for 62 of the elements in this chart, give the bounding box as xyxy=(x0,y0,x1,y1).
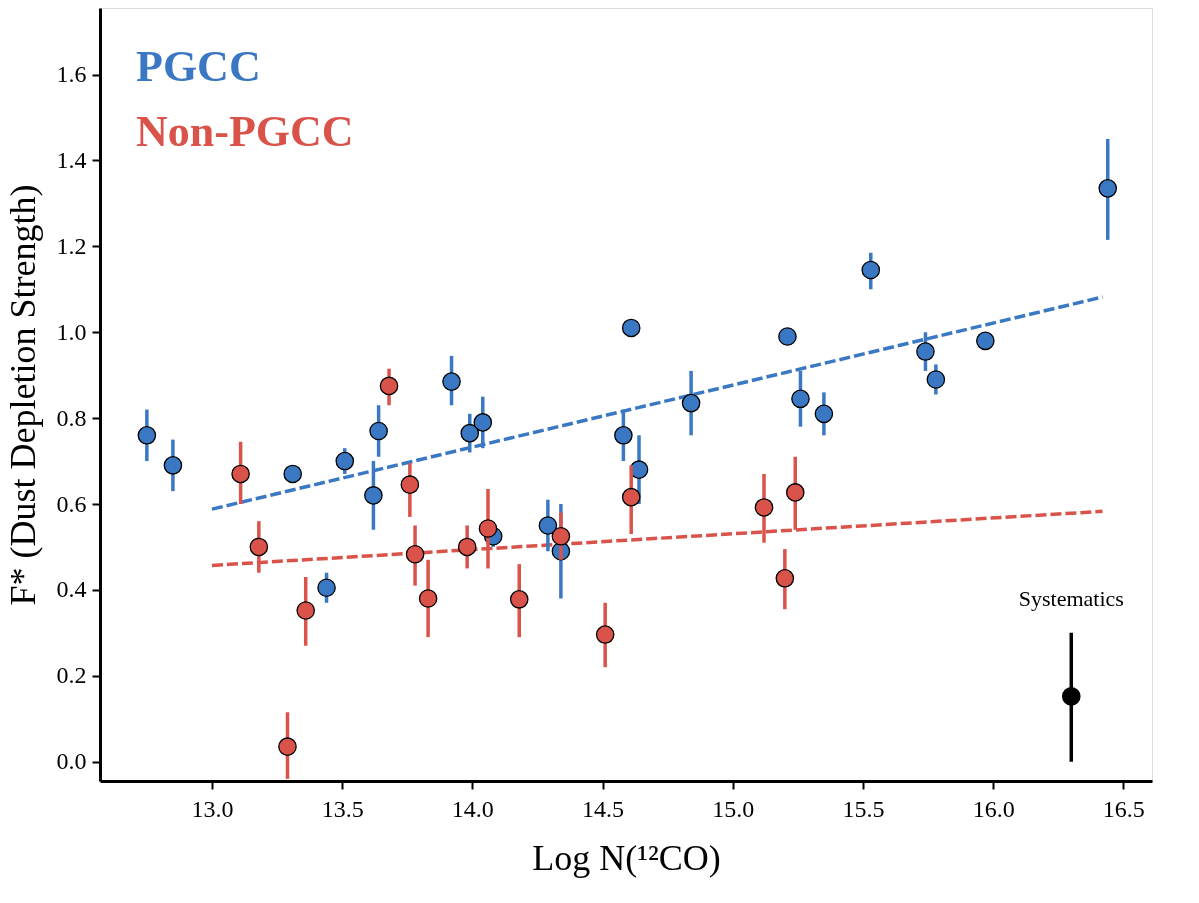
point xyxy=(621,318,641,338)
point xyxy=(418,589,438,608)
point xyxy=(379,376,399,396)
point xyxy=(778,327,797,346)
x-tick-label: 15.0 xyxy=(712,795,755,822)
point xyxy=(791,389,810,409)
point xyxy=(278,737,297,756)
point xyxy=(296,601,316,620)
point xyxy=(231,464,250,484)
point xyxy=(249,537,269,557)
y-tick-label: 0.6 xyxy=(56,490,87,517)
text: PGCC xyxy=(136,42,261,91)
y-tick-label: 0.4 xyxy=(56,576,87,603)
x-tick-label: 15.5 xyxy=(842,795,885,822)
x-tick-label: 14.5 xyxy=(582,795,625,822)
point xyxy=(283,464,302,484)
point xyxy=(364,486,383,505)
y-tick-label: 1.0 xyxy=(56,318,87,345)
x-tick-label: 13.5 xyxy=(321,795,364,822)
point xyxy=(595,625,615,644)
point xyxy=(478,519,498,538)
y-tick-label: 1.6 xyxy=(56,61,87,88)
y-tick-label: 1.4 xyxy=(56,146,87,173)
y-axis-title: F* (Dust Depletion Strength) xyxy=(2,184,43,606)
point xyxy=(137,426,157,445)
point xyxy=(460,423,480,443)
point xyxy=(400,475,420,494)
point xyxy=(926,370,946,389)
point xyxy=(621,487,641,507)
y-tick-label: 0.2 xyxy=(56,662,87,689)
x-tick-label: 16.5 xyxy=(1102,795,1145,822)
point xyxy=(775,569,795,588)
point xyxy=(405,544,425,564)
point xyxy=(457,537,477,557)
point xyxy=(785,483,805,502)
point xyxy=(614,426,633,445)
point xyxy=(473,413,493,432)
x-tick-label: 14.0 xyxy=(451,795,494,822)
text: Non-PGCC xyxy=(136,107,354,156)
annotation: Systematics xyxy=(1018,585,1124,611)
y-tick-label: 0.8 xyxy=(56,404,87,431)
point xyxy=(163,456,183,475)
point xyxy=(317,578,336,598)
point xyxy=(369,421,388,441)
point xyxy=(509,590,529,609)
point xyxy=(976,331,995,351)
point xyxy=(335,451,355,471)
y-tick-label: 1.2 xyxy=(56,232,87,259)
x-axis-title: Log N(¹²CO) xyxy=(532,837,721,878)
point xyxy=(814,404,834,424)
y-tick-label: 0.0 xyxy=(56,748,87,775)
point xyxy=(1061,687,1081,706)
point xyxy=(681,393,701,413)
x-tick-label: 13.0 xyxy=(191,795,234,822)
point xyxy=(1098,179,1118,198)
x-tick-label: 16.0 xyxy=(972,795,1015,822)
point xyxy=(538,516,558,535)
point xyxy=(551,526,571,546)
point xyxy=(861,260,881,280)
point xyxy=(916,342,935,361)
point xyxy=(754,498,774,517)
point xyxy=(442,372,461,391)
